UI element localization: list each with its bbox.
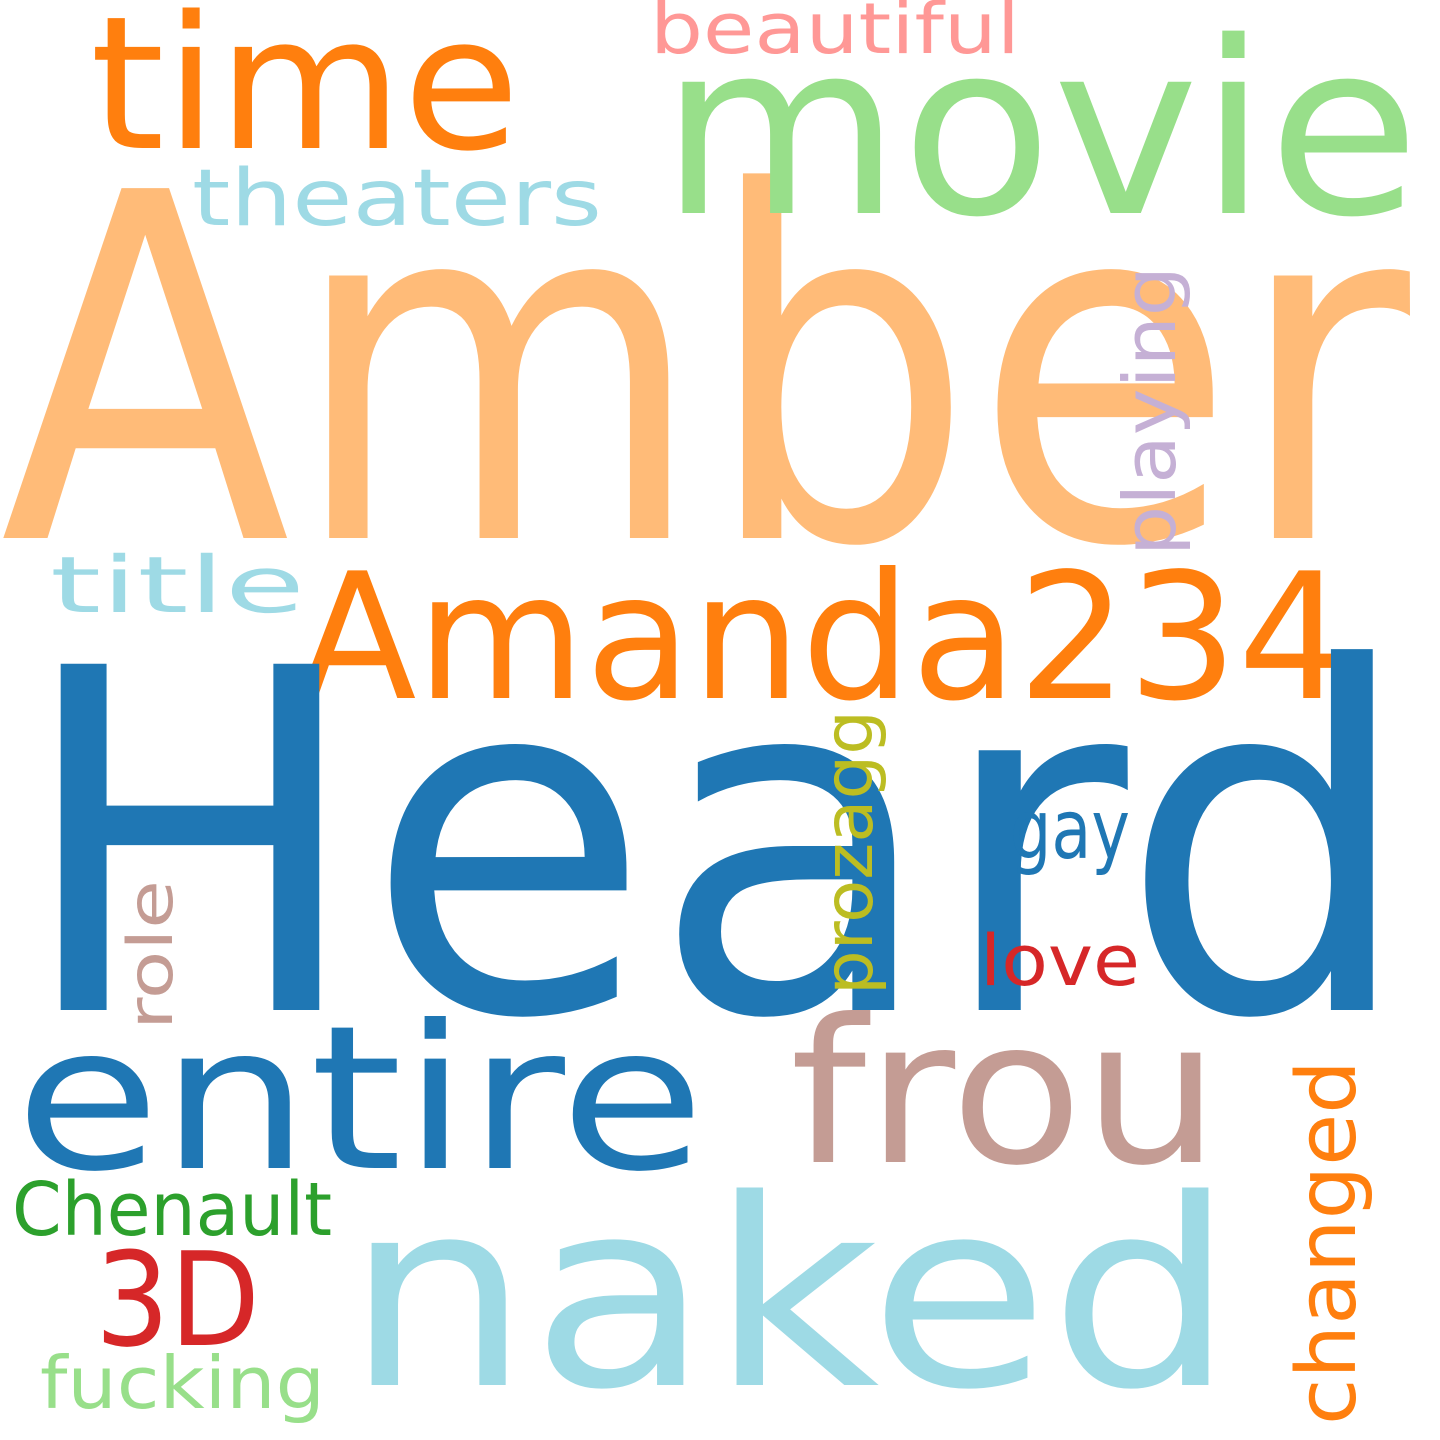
word-theaters: theaters — [192, 154, 602, 244]
word-chenault: Chenault — [12, 1167, 332, 1253]
word-playing: playing — [1108, 266, 1192, 556]
word-movie: movie — [660, 0, 1420, 270]
word-role: role — [114, 880, 187, 1030]
word-entire: entire — [15, 983, 705, 1216]
word-naked: naked — [345, 1145, 1235, 1440]
word-amber: Amber — [0, 93, 1415, 652]
word-heard: Heard — [15, 570, 1415, 1123]
word-title: title — [50, 541, 305, 631]
word-love: love — [980, 920, 1140, 1002]
word-frou: frou — [790, 977, 1220, 1210]
word-fucking: fucking — [40, 1341, 325, 1425]
word-beautiful: beautiful — [650, 0, 1020, 70]
word-amanda234: Amanda234 — [298, 537, 1348, 740]
word-changed: changed — [1280, 1060, 1375, 1425]
word-time: time — [90, 0, 520, 192]
word-prozagg: prozagg — [810, 710, 889, 995]
word-3d: 3D — [95, 1224, 260, 1376]
word-gay: gay — [1010, 783, 1130, 878]
